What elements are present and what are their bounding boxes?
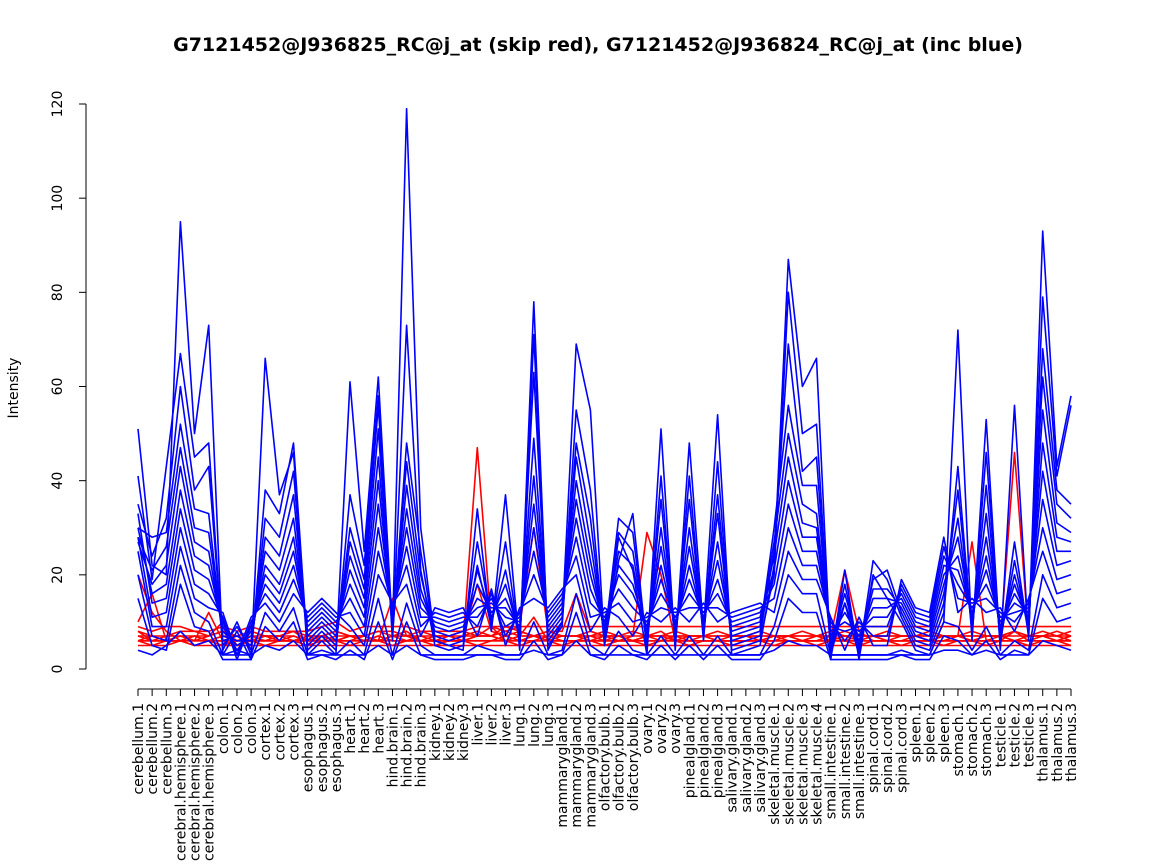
inc-series-line-16: [137, 409, 1072, 642]
x-tick-label: mammarygland.2: [569, 703, 585, 828]
inc-series-line-12: [137, 107, 1072, 661]
x-tick-label: esophagus.1: [301, 703, 317, 792]
y-axis: 0 20 40 60 80 100 120: [50, 91, 87, 674]
x-tick-label: cerebellum.2: [145, 703, 161, 795]
inc-series-group: [137, 107, 1072, 661]
x-tick-label: thalamus.2: [1050, 703, 1066, 782]
x-tick-label: skeletal.muscle.4: [810, 703, 826, 825]
x-tick-label: stomach.2: [965, 703, 981, 777]
inc-series-line-14: [137, 343, 1072, 652]
x-axis: cerebellum.1cerebellum.2cerebellum.3cere…: [131, 688, 1080, 861]
x-tick-label: lung.2: [527, 703, 543, 747]
x-tick-label: esophagus.3: [329, 703, 345, 792]
x-tick-label: olfactory.bulb.3: [626, 703, 642, 811]
x-tick-label: heart.1: [343, 703, 359, 754]
x-tick-label: mammarygland.3: [583, 703, 599, 828]
x-tick-label: lung.3: [541, 703, 557, 747]
x-tick-label: lung.1: [513, 703, 529, 747]
x-tick-label: skeletal.muscle.1: [767, 703, 783, 825]
x-tick-label: testicle.2: [1007, 703, 1023, 767]
y-tick-label: 80: [50, 283, 66, 301]
chart-title: G7121452@J936825_RC@j_at (skip red), G71…: [173, 34, 1023, 56]
inc-series-line-15: [137, 376, 1072, 647]
x-tick-label: olfactory.bulb.2: [612, 703, 628, 811]
x-tick-label: ovary.3: [668, 703, 684, 754]
x-tick-label: liver.1: [470, 703, 486, 746]
x-tick-label: testicle.1: [993, 703, 1009, 767]
x-tick-label: skeletal.muscle.3: [795, 703, 811, 825]
x-tick-label: cortex.3: [287, 703, 303, 761]
x-tick-label: hind.brain.1: [385, 703, 401, 787]
x-tick-label: cerebral.hemisphere.3: [202, 703, 218, 861]
x-tick-label: ovary.2: [654, 703, 670, 754]
x-tick-label: pinealgland.3: [711, 703, 727, 798]
inc-series-line-18: [137, 470, 1071, 652]
x-tick-label: heart.2: [357, 703, 373, 754]
x-tick-label: kidney.3: [456, 703, 472, 761]
x-tick-label: salivary.gland.1: [725, 703, 741, 812]
x-tick-label: hind.brain.3: [414, 703, 430, 787]
x-tick-label: kidney.2: [442, 703, 458, 761]
x-tick-label: cortex.1: [258, 703, 274, 761]
y-tick-label: 20: [50, 566, 66, 584]
x-tick-label: pinealgland.2: [696, 703, 712, 798]
x-tick-label: spleen.3: [937, 703, 953, 763]
y-tick-label: 120: [50, 91, 66, 118]
x-tick-label: small.intestine.1: [824, 703, 840, 819]
x-tick-label: thalamus.3: [1064, 703, 1080, 782]
x-tick-label: spinal.cord.2: [880, 703, 896, 793]
x-tick-label: small.intestine.2: [838, 703, 854, 819]
y-tick-label: 60: [50, 378, 66, 396]
x-tick-label: cerebral.hemisphere.1: [173, 703, 189, 861]
inc-series-line-24: [137, 630, 1072, 656]
inc-series-line-21: [137, 536, 1072, 656]
x-tick-label: salivary.gland.2: [739, 703, 755, 812]
inc-series-line-20: [137, 526, 1072, 661]
x-tick-label: heart.3: [371, 703, 387, 754]
x-tick-label: colon.2: [230, 703, 246, 754]
x-tick-label: spleen.2: [923, 703, 939, 763]
x-tick-label: cerebellum.1: [131, 703, 147, 795]
y-axis-label: Intensity: [6, 358, 22, 419]
x-tick-label: salivary.gland.3: [753, 703, 769, 812]
inc-series-line-23: [137, 583, 1072, 661]
x-tick-label: colon.1: [216, 703, 232, 754]
x-tick-label: spinal.cord.1: [866, 703, 882, 793]
x-tick-label: thalamus.1: [1036, 703, 1052, 782]
x-tick-label: liver.3: [499, 703, 515, 746]
x-tick-label: ovary.1: [640, 703, 656, 754]
x-tick-label: hind.brain.2: [400, 703, 416, 787]
y-tick-label: 40: [50, 472, 66, 490]
x-tick-label: small.intestine.3: [852, 703, 868, 819]
x-tick-label: cortex.2: [272, 703, 288, 761]
y-tick-label: 0: [50, 665, 66, 674]
x-tick-label: olfactory.bulb.1: [598, 703, 614, 811]
x-tick-label: testicle.3: [1022, 703, 1038, 767]
x-tick-label: spinal.cord.3: [894, 703, 910, 793]
inc-series-line-19: [137, 498, 1072, 656]
y-tick-label: 100: [50, 185, 66, 212]
x-tick-label: stomach.3: [979, 703, 995, 777]
x-tick-label: cerebral.hemisphere.2: [188, 703, 204, 861]
inc-series-line-13: [137, 291, 1072, 656]
x-tick-label: kidney.1: [428, 703, 444, 761]
x-tick-label: mammarygland.1: [555, 703, 571, 828]
x-tick-label: colon.3: [244, 703, 260, 754]
x-tick-label: stomach.1: [951, 703, 967, 777]
x-tick-label: skeletal.muscle.2: [781, 703, 797, 825]
x-tick-label: esophagus.2: [315, 703, 331, 792]
x-tick-label: cerebellum.3: [159, 703, 175, 795]
x-tick-label: pinealgland.1: [682, 703, 698, 798]
x-tick-label: liver.2: [484, 703, 500, 746]
x-tick-label: spleen.1: [909, 703, 925, 763]
inc-series-line-17: [137, 442, 1072, 647]
